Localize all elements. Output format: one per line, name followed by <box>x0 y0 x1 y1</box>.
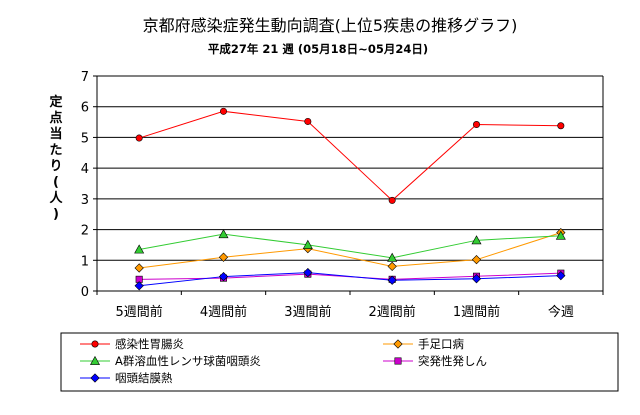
data-point <box>471 274 482 284</box>
series-lines <box>134 107 566 291</box>
y-tick-label: 0 <box>81 285 89 300</box>
series-line <box>139 232 561 269</box>
legend-item: 手足口病 <box>383 337 464 351</box>
series-1 <box>135 107 565 204</box>
y-axis-label-char: り <box>49 159 62 174</box>
series-2 <box>134 228 566 273</box>
legend-label: A群溶血性レンサ球菌咽頭炎 <box>115 354 261 368</box>
legend-item: 感染性胃腸炎 <box>80 337 184 351</box>
data-point <box>387 275 397 285</box>
x-tick-label: 3週間前 <box>284 304 331 320</box>
chart-title: 京都府感染症発生動向調査(上位5疾患の推移グラフ) <box>143 16 518 35</box>
y-axis-label-char: た <box>49 143 62 158</box>
y-tick-label: 6 <box>81 101 89 116</box>
series-line <box>139 233 561 259</box>
legend-item: 咽頭結膜熱 <box>80 371 173 385</box>
data-point <box>218 229 229 239</box>
data-point <box>556 271 566 281</box>
data-point <box>302 239 313 249</box>
x-axis-ticks: 5週間前 4週間前 3週間前 2週間前 1週間前 今週 <box>96 291 604 320</box>
y-axis-label-char: 人 <box>49 190 63 206</box>
y-tick-label: 4 <box>81 162 89 177</box>
y-axis-label-char: 定 <box>48 94 62 110</box>
data-point <box>387 261 397 272</box>
data-point <box>218 252 229 262</box>
data-point <box>304 117 312 125</box>
y-tick-label: 3 <box>81 193 89 208</box>
data-point <box>472 121 480 129</box>
y-tick-label: 2 <box>81 224 89 239</box>
data-point <box>135 134 143 142</box>
chart-subtitle: 平成27年 21 週 (05月18日~05月24日) <box>208 42 428 56</box>
legend-marker <box>91 340 99 348</box>
data-point <box>387 252 398 262</box>
data-point <box>303 267 313 278</box>
legend-label: 咽頭結膜熱 <box>115 371 173 385</box>
series-5 <box>134 267 566 291</box>
data-point <box>555 230 566 240</box>
series-line <box>139 110 561 202</box>
data-point <box>388 196 396 204</box>
grid <box>96 75 604 292</box>
legend-marker <box>89 355 101 365</box>
data-point <box>134 244 145 254</box>
y-axis-label-char: ) <box>53 207 59 222</box>
y-axis-ticks: 0 1 2 3 4 5 6 7 <box>81 70 97 300</box>
legend-marker <box>90 373 100 383</box>
data-point <box>218 271 229 282</box>
y-tick-label: 7 <box>81 70 89 85</box>
y-axis-label-char: 点 <box>49 110 62 126</box>
data-point <box>134 281 144 291</box>
x-tick-label: 1週間前 <box>453 304 500 320</box>
data-point <box>134 263 144 273</box>
x-tick-label: 2週間前 <box>369 304 416 320</box>
data-point <box>557 122 565 130</box>
x-tick-label: 今週 <box>548 304 574 320</box>
x-tick-label: 4週間前 <box>200 304 247 320</box>
y-axis-label-char: ( <box>53 175 59 190</box>
legend-label: 感染性胃腸炎 <box>115 337 184 351</box>
series-3 <box>134 229 566 262</box>
legend-box <box>60 332 619 392</box>
series-line <box>139 272 561 287</box>
y-tick-label: 5 <box>81 131 89 146</box>
data-point <box>471 255 482 265</box>
y-tick-label: 1 <box>81 254 89 269</box>
legend-label: 突発性発しん <box>418 354 487 368</box>
legend-item: 突発性発しん <box>383 354 487 368</box>
legend-label: 手足口病 <box>418 337 464 351</box>
x-tick-label: 5週間前 <box>116 304 163 320</box>
data-point <box>220 107 228 115</box>
legend-marker <box>393 339 403 349</box>
data-point <box>471 235 482 245</box>
legend-marker <box>394 357 402 365</box>
legend-item: A群溶血性レンサ球菌咽頭炎 <box>80 354 261 368</box>
y-axis-label-char: 当 <box>49 126 62 142</box>
